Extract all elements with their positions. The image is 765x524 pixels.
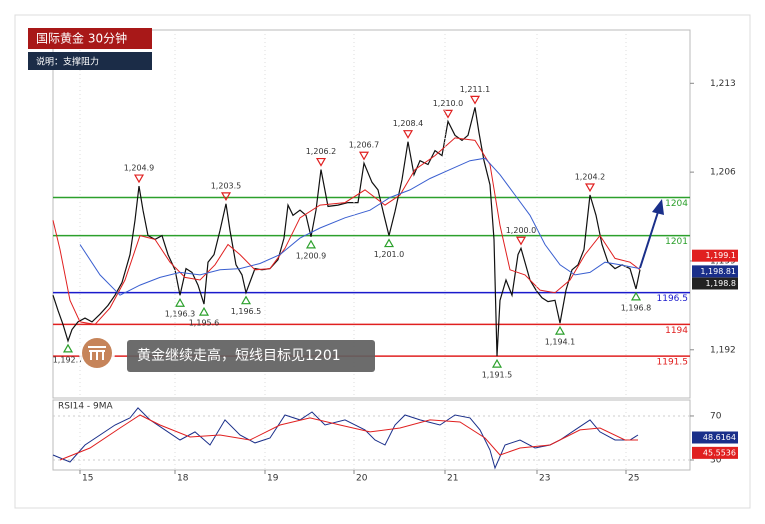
high-marker <box>515 236 527 246</box>
level-label: 1191.5 <box>657 358 689 368</box>
y-tick-label: 30 <box>710 455 722 465</box>
low-marker <box>198 306 210 316</box>
subtitle-box <box>28 52 152 70</box>
high-marker <box>358 151 370 161</box>
price-tag-label: 1,198.81 <box>700 267 736 276</box>
overlay: 国际黄金 30分钟 说明：支撑阻力 黄金继续走高，短线目标见1201 <box>28 28 664 372</box>
price-panel <box>52 29 691 399</box>
forecast-arrow <box>639 211 659 269</box>
annotation-label: 1,208.4 <box>393 119 424 128</box>
price-tag-label: 1,199.1 <box>705 251 736 260</box>
x-tick-label: 18 <box>177 474 189 484</box>
low-marker <box>305 239 317 249</box>
high-marker <box>469 95 481 105</box>
series-line <box>59 414 638 461</box>
annotation-label: 1,195.6 <box>189 319 220 328</box>
series-line <box>52 107 641 357</box>
low-marker <box>630 291 642 301</box>
low-marker <box>383 238 395 248</box>
x-tick-label: 20 <box>356 474 368 484</box>
series-line <box>79 157 641 296</box>
low-marker <box>491 358 503 368</box>
annotation-label: 1,206.2 <box>306 147 337 156</box>
price-tag <box>692 446 738 459</box>
annotation-label: 1,192.7 <box>53 355 84 364</box>
icon-glyph <box>88 346 106 360</box>
low-marker <box>174 298 186 307</box>
price-tag-label: 48.6164 <box>703 433 736 442</box>
annotation: 黄金继续走高，短线目标见1201 <box>137 347 341 364</box>
x-tick-label: 23 <box>539 474 550 484</box>
annotation-label: 1,196.8 <box>621 303 652 312</box>
annotation-label: 1,211.1 <box>460 85 491 94</box>
y-tick-label: 1,192 <box>710 345 736 355</box>
y-tick-label: 70 <box>710 411 722 421</box>
x-tick-label: 21 <box>447 474 458 484</box>
annotation-label: 1,210.0 <box>433 99 464 108</box>
price-tag-label: 45.5536 <box>703 448 736 457</box>
series-line <box>52 137 641 325</box>
title-box <box>28 28 152 49</box>
arrow-head <box>652 199 664 215</box>
y-tick-label: 1,206 <box>710 168 736 178</box>
annotation-box <box>127 340 375 372</box>
annotation-label: 1,196.5 <box>231 307 262 316</box>
annotation-label: 1,203.5 <box>211 181 242 190</box>
rsi-panel <box>52 399 691 471</box>
high-marker <box>584 183 596 193</box>
annotation-label: 1,204.9 <box>124 164 155 173</box>
panel-title: RSI14 - 9MA <box>58 402 114 412</box>
price-tag <box>692 265 738 278</box>
chart-title: 国际黄金 30分钟 <box>36 31 127 46</box>
high-marker <box>133 174 145 184</box>
annotation-label: 1,204.2 <box>575 172 606 181</box>
high-marker <box>220 192 232 202</box>
y-tick-label: 1,213 <box>710 79 736 89</box>
price-tag <box>692 249 738 262</box>
high-marker <box>442 109 454 119</box>
chart-subtitle: 说明：支撑阻力 <box>36 56 99 68</box>
level-label: 1196.5 <box>657 294 689 304</box>
low-marker <box>62 343 74 353</box>
price-tag <box>692 277 738 290</box>
price-tag <box>692 431 738 444</box>
level-label: 1201 <box>665 237 688 247</box>
annotation-label: 1,201.0 <box>374 250 405 259</box>
annotation-label: 1,194.1 <box>545 338 576 347</box>
high-marker <box>315 157 327 167</box>
annotation-label: 1,200.9 <box>296 251 327 260</box>
x-tick-label: 19 <box>267 474 279 484</box>
annotation-label: 1,206.7 <box>349 141 380 150</box>
x-tick-label: 15 <box>82 474 93 484</box>
price-tag-label: 1,198.8 <box>705 279 736 288</box>
annotation-label: 1,191.5 <box>482 371 513 380</box>
x-tick-label: 25 <box>628 474 639 484</box>
annotation-label: 1,200.0 <box>506 226 537 235</box>
low-marker <box>554 325 566 335</box>
high-marker <box>402 130 414 139</box>
level-label: 1194 <box>665 326 688 336</box>
annotation-label: 1,196.3 <box>165 310 196 319</box>
level-label: 1204 <box>665 199 688 209</box>
low-marker <box>240 295 252 305</box>
